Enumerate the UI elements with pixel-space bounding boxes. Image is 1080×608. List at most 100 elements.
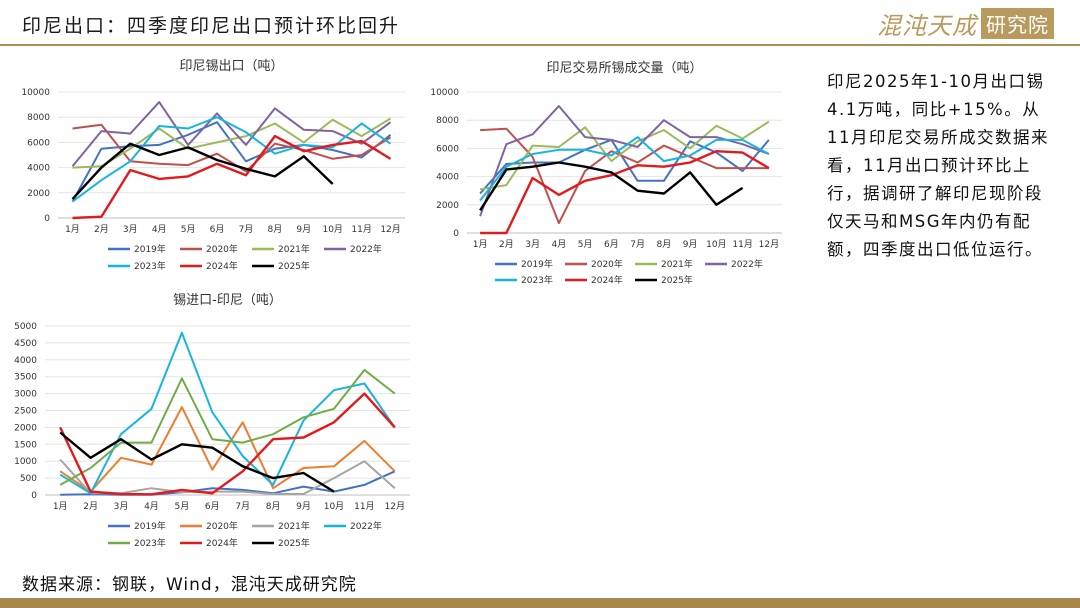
y-tick-label: 3000 [14,390,37,400]
x-tick-label: 10月 [324,501,344,512]
y-tick-label: 2000 [27,189,50,199]
x-tick-label: 9月 [296,501,311,512]
header-divider [0,44,1080,46]
y-tick-label: 1000 [14,457,37,467]
x-tick-label: 7月 [630,239,645,250]
x-tick-label: 8月 [266,501,281,512]
x-tick-label: 10月 [706,239,726,250]
x-tick-label: 7月 [235,501,250,512]
y-tick-label: 6000 [27,138,50,148]
header: 印尼出口：四季度印尼出口预计环比回升 混沌天成 研究院 [0,0,1080,44]
x-tick-label: 3月 [525,239,540,250]
commentary-text: 印尼2025年1-10月出口锡4.1万吨，同比+15%。从11月印尼交易所成交数… [827,72,1049,259]
y-tick-label: 5000 [14,322,37,332]
series-line [479,136,770,202]
legend-label: 2020年 [206,243,238,255]
chart-indonesia-exchange-volume: 印尼交易所锡成交量（吨） 0 2000 4000 6000 8000 10000 1月 2月 3月… [430,60,782,286]
x-tick-label: 9月 [683,239,698,250]
series-line [72,117,392,169]
x-tick-label: 4月 [552,239,567,250]
x-tick-label: 2月 [94,224,109,235]
series-line [479,120,770,191]
series-line [59,406,396,493]
series-line [59,331,396,495]
y-tick-label: 4000 [27,164,50,174]
x-tick-label: 3月 [123,224,138,235]
x-tick-label: 7月 [239,224,254,235]
x-tick-label: 5月 [578,239,593,250]
brand-logo-text: 混沌天成 [877,11,977,40]
y-tick-label: 2000 [436,201,459,211]
x-tick-label: 6月 [205,501,220,512]
legend-label: 2022年 [350,520,382,532]
legend-label: 2023年 [521,274,553,286]
y-tick-label: 1500 [14,440,37,450]
legend-label: 2022年 [731,258,763,270]
x-tick-label: 5月 [181,224,196,235]
legend-label: 2025年 [278,537,310,549]
y-tick-label: 0 [31,491,37,501]
y-tick-label: 4000 [436,173,459,183]
y-tick-label: 6000 [436,144,459,154]
x-tick-label: 9月 [296,224,311,235]
legend-label: 2019年 [134,520,166,532]
series-line [72,134,392,220]
chart-tin-import-indonesia: 锡进口-印尼（吨） 0 500 1000 1500 2000 2500 3000 3500 400… [14,293,410,549]
x-tick-label: 11月 [732,239,752,250]
x-tick-label: 2月 [83,501,98,512]
y-tick-label: 8000 [27,113,50,123]
x-tick-label: 2月 [499,239,514,250]
y-tick-label: 10000 [430,88,459,98]
legend-label: 2025年 [661,274,693,286]
x-tick-label: 10月 [322,224,342,235]
x-tick-label: 6月 [210,224,225,235]
chart-title: 印尼锡出口（吨） [179,59,283,74]
legend-label: 2021年 [661,258,693,270]
legend-label: 2024年 [206,260,238,272]
brand-logo-box: 研究院 [981,7,1054,39]
legend-label: 2020年 [591,258,623,270]
legend-label: 2019年 [134,243,166,255]
x-tick-label: 6月 [604,239,619,250]
legend-label: 2024年 [206,537,238,549]
footer-bar [0,598,1080,608]
x-tick-label: 5月 [175,501,190,512]
series-line [59,392,396,496]
chart-indonesia-tin-export: 印尼锡出口（吨） 0 2000 4000 6000 8000 10000 1月 2月 3月 4月 5月… [21,59,405,272]
y-tick-label: 8000 [436,116,459,126]
x-tick-label: 11月 [351,224,371,235]
y-tick-label: 4000 [14,356,37,366]
x-tick-label: 3月 [114,501,129,512]
legend-label: 2023年 [134,260,166,272]
series-line [480,149,770,235]
series-line [479,105,770,217]
series-line [59,368,396,486]
y-tick-label: 2500 [14,407,37,417]
page-title: 印尼出口：四季度印尼出口预计环比回升 [22,15,401,37]
x-tick-label: 11月 [354,501,374,512]
legend-label: 2021年 [278,520,310,532]
legend-label: 2021年 [278,243,310,255]
legend-label: 2023年 [134,537,166,549]
x-tick-label: 1月 [65,224,80,235]
y-tick-label: 10000 [21,88,50,98]
series-line [479,161,744,212]
x-tick-label: 8月 [657,239,672,250]
legend-label: 2019年 [521,258,553,270]
brand-logo: 混沌天成 研究院 [877,6,1054,40]
y-tick-label: 0 [453,229,459,239]
series-line [71,101,392,167]
series-line [59,431,335,493]
x-tick-label: 8月 [268,224,283,235]
x-tick-label: 12月 [759,239,779,250]
x-tick-label: 4月 [152,224,167,235]
x-tick-label: 12月 [380,224,400,235]
x-tick-label: 1月 [473,239,488,250]
series-line [71,142,334,200]
series-line [72,123,392,173]
legend-label: 2020年 [206,520,238,532]
chart-title: 锡进口-印尼（吨） [173,293,282,308]
data-source: 数据来源：钢联，Wind，混沌天成研究院 [22,575,357,595]
chart-title: 印尼交易所锡成交量（吨） [546,60,702,76]
legend-label: 2022年 [350,243,382,255]
